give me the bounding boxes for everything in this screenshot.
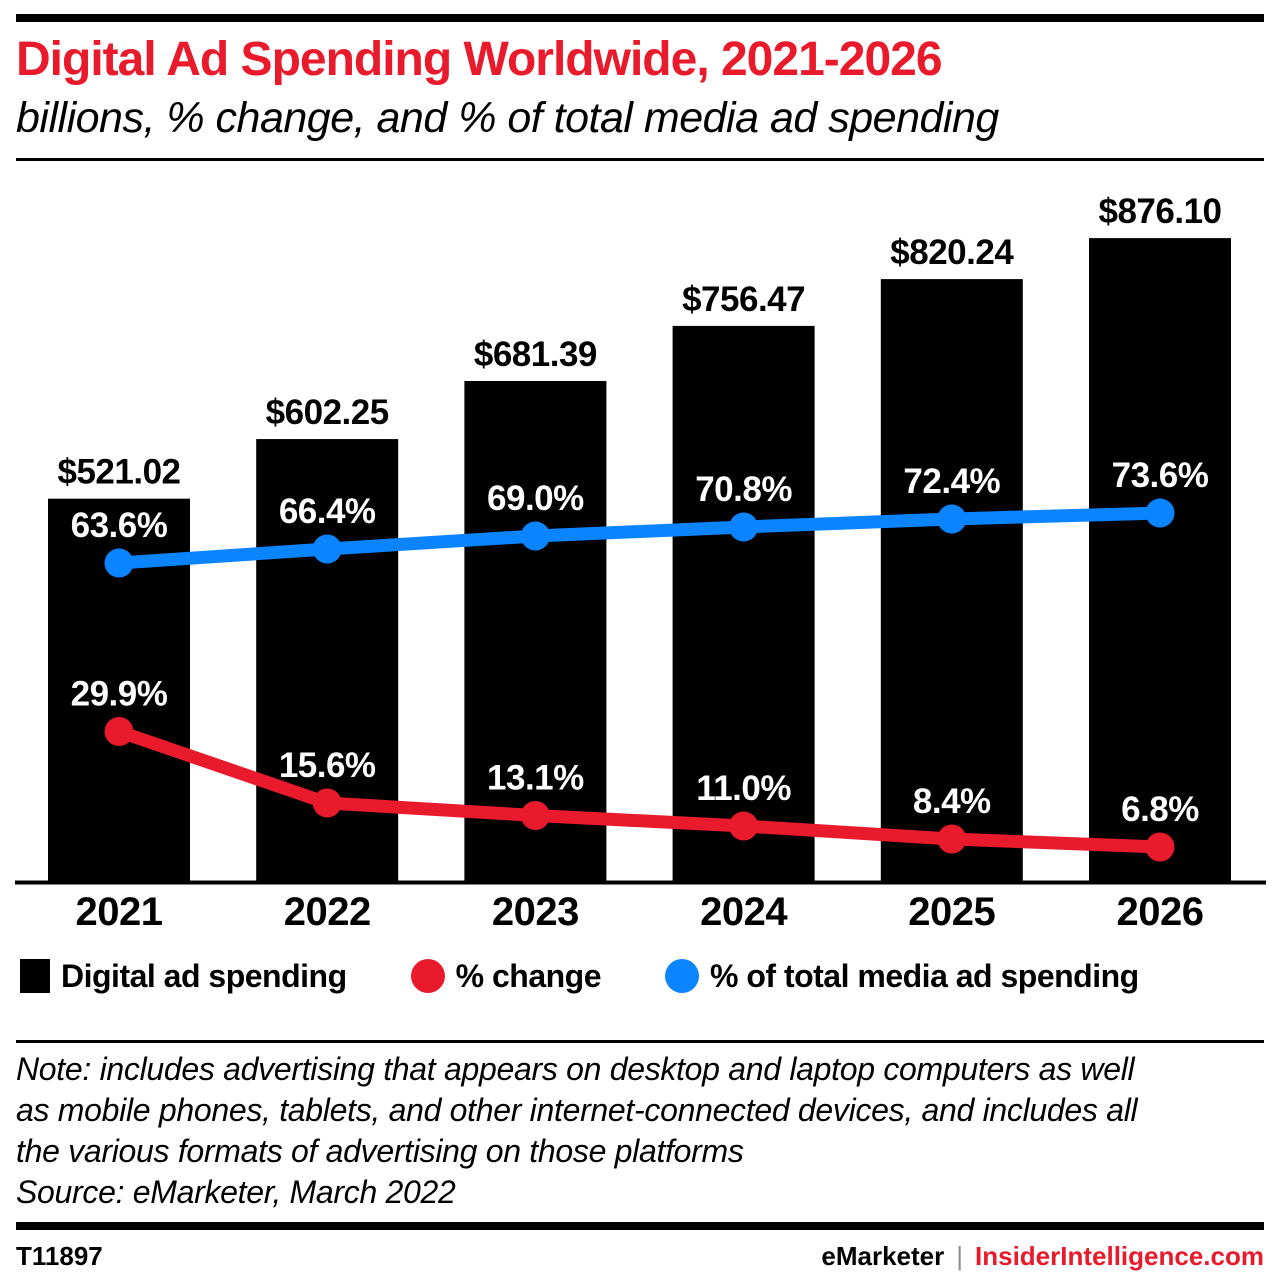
chart-subtitle: billions, % change, and % of total media…	[16, 94, 999, 142]
footer-branding: eMarketer | InsiderIntelligence.com	[821, 1242, 1264, 1270]
change-value-label-2024: 11.0%	[696, 769, 791, 808]
header-divider	[16, 158, 1264, 161]
chart-id: T11897	[16, 1241, 103, 1271]
of-total-media-ad-spending-value-label-2023: 69.0%	[487, 479, 584, 518]
page: Digital Ad Spending Worldwide, 2021-2026…	[0, 14, 1280, 1284]
of-total-media-ad-spending-value-label-2021: 63.6%	[71, 506, 168, 545]
chart-area: $521.02 2021 $602.25 2022 $681.39 2023 $756.47…	[0, 170, 1280, 930]
legend-item-pct-of-total-media: % of total media ad spending	[665, 958, 1139, 995]
of-total-media-ad-spending-value-label-2022: 66.4%	[279, 492, 376, 531]
bar-value-label-2025: $820.24	[890, 233, 1014, 272]
change-value-label-2023: 13.1%	[487, 759, 584, 798]
bar-value-label-2023: $681.39	[474, 335, 597, 374]
note-line: Note: includes advertising that appears …	[16, 1051, 1135, 1087]
bar-2025	[880, 279, 1023, 882]
of-total-media-ad-spending-point-2024	[729, 512, 759, 542]
x-axis-label-2025: 2025	[908, 890, 995, 930]
digital-ad-spending-swatch-icon	[20, 959, 50, 993]
change-value-label-2025: 8.4%	[913, 782, 991, 821]
source-line: Source: eMarketer, March 2022	[16, 1174, 456, 1210]
of-total-media-ad-spending-value-label-2025: 72.4%	[903, 462, 1000, 501]
x-axis-label-2026: 2026	[1117, 890, 1204, 930]
change-point-2024	[729, 811, 759, 841]
bar-2023	[464, 380, 607, 882]
of-total-media-ad-spending-point-2023	[520, 521, 550, 551]
brand-site-link[interactable]: InsiderIntelligence.com	[975, 1241, 1264, 1271]
brand-separator: |	[956, 1241, 964, 1271]
change-point-2026	[1145, 832, 1175, 862]
note-line: as mobile phones, tablets, and other int…	[16, 1092, 1138, 1128]
change-value-label-2022: 15.6%	[279, 746, 376, 785]
x-axis-label-2022: 2022	[284, 890, 371, 930]
legend-label: % of total media ad spending	[710, 957, 1139, 994]
x-axis-label-2023: 2023	[492, 890, 579, 930]
x-axis-label-2021: 2021	[76, 890, 163, 930]
brand-emarketer: eMarketer	[821, 1241, 945, 1271]
chart-canvas: $521.02 2021 $602.25 2022 $681.39 2023 $756.47…	[15, 192, 1266, 930]
note-line: the various formats of advertising on th…	[16, 1133, 744, 1169]
pct-of-total-media-swatch-icon	[665, 959, 699, 993]
of-total-media-ad-spending-value-label-2026: 73.6%	[1112, 456, 1209, 495]
footer-rule-bar	[16, 1222, 1264, 1230]
of-total-media-ad-spending-point-2026	[1145, 498, 1175, 528]
pct-change-swatch-icon	[410, 959, 445, 993]
change-point-2021	[104, 717, 134, 746]
of-total-media-ad-spending-point-2022	[312, 534, 342, 564]
change-line	[116, 725, 1161, 854]
bar-2026	[1089, 238, 1231, 883]
legend: Digital ad spending % change % of total …	[16, 954, 1264, 998]
bar-2024	[672, 325, 815, 882]
x-axis-line	[15, 880, 1266, 885]
of-total-media-ad-spending-point-2021	[104, 548, 134, 578]
change-value-label-2021: 29.9%	[71, 675, 168, 714]
change-point-2023	[520, 801, 550, 830]
legend-item-pct-change: % change	[410, 957, 602, 995]
change-point-2025	[937, 824, 967, 854]
legend-item-digital-ad-spending: Digital ad spending	[20, 958, 347, 995]
of-total-media-ad-spending-point-2025	[937, 504, 967, 534]
footer: T11897 eMarketer | InsiderIntelligence.c…	[16, 1242, 1264, 1270]
of-total-media-ad-spending-line	[118, 506, 1161, 570]
x-axis-label-2024: 2024	[700, 890, 788, 930]
change-value-label-2026: 6.8%	[1121, 790, 1199, 829]
bar-value-label-2022: $602.25	[266, 393, 389, 432]
bar-value-label-2026: $876.10	[1098, 192, 1221, 231]
chart-title: Digital Ad Spending Worldwide, 2021-2026	[16, 33, 943, 86]
note: Note: includes advertising that appears …	[16, 1040, 1264, 1213]
bar-value-label-2021: $521.02	[57, 453, 180, 492]
bar-value-label-2024: $756.47	[682, 280, 805, 319]
of-total-media-ad-spending-value-label-2024: 70.8%	[695, 470, 792, 509]
change-point-2022	[312, 788, 342, 818]
top-rule-bar	[16, 14, 1264, 22]
legend-label: Digital ad spending	[61, 957, 347, 994]
legend-label: % change	[455, 957, 602, 994]
